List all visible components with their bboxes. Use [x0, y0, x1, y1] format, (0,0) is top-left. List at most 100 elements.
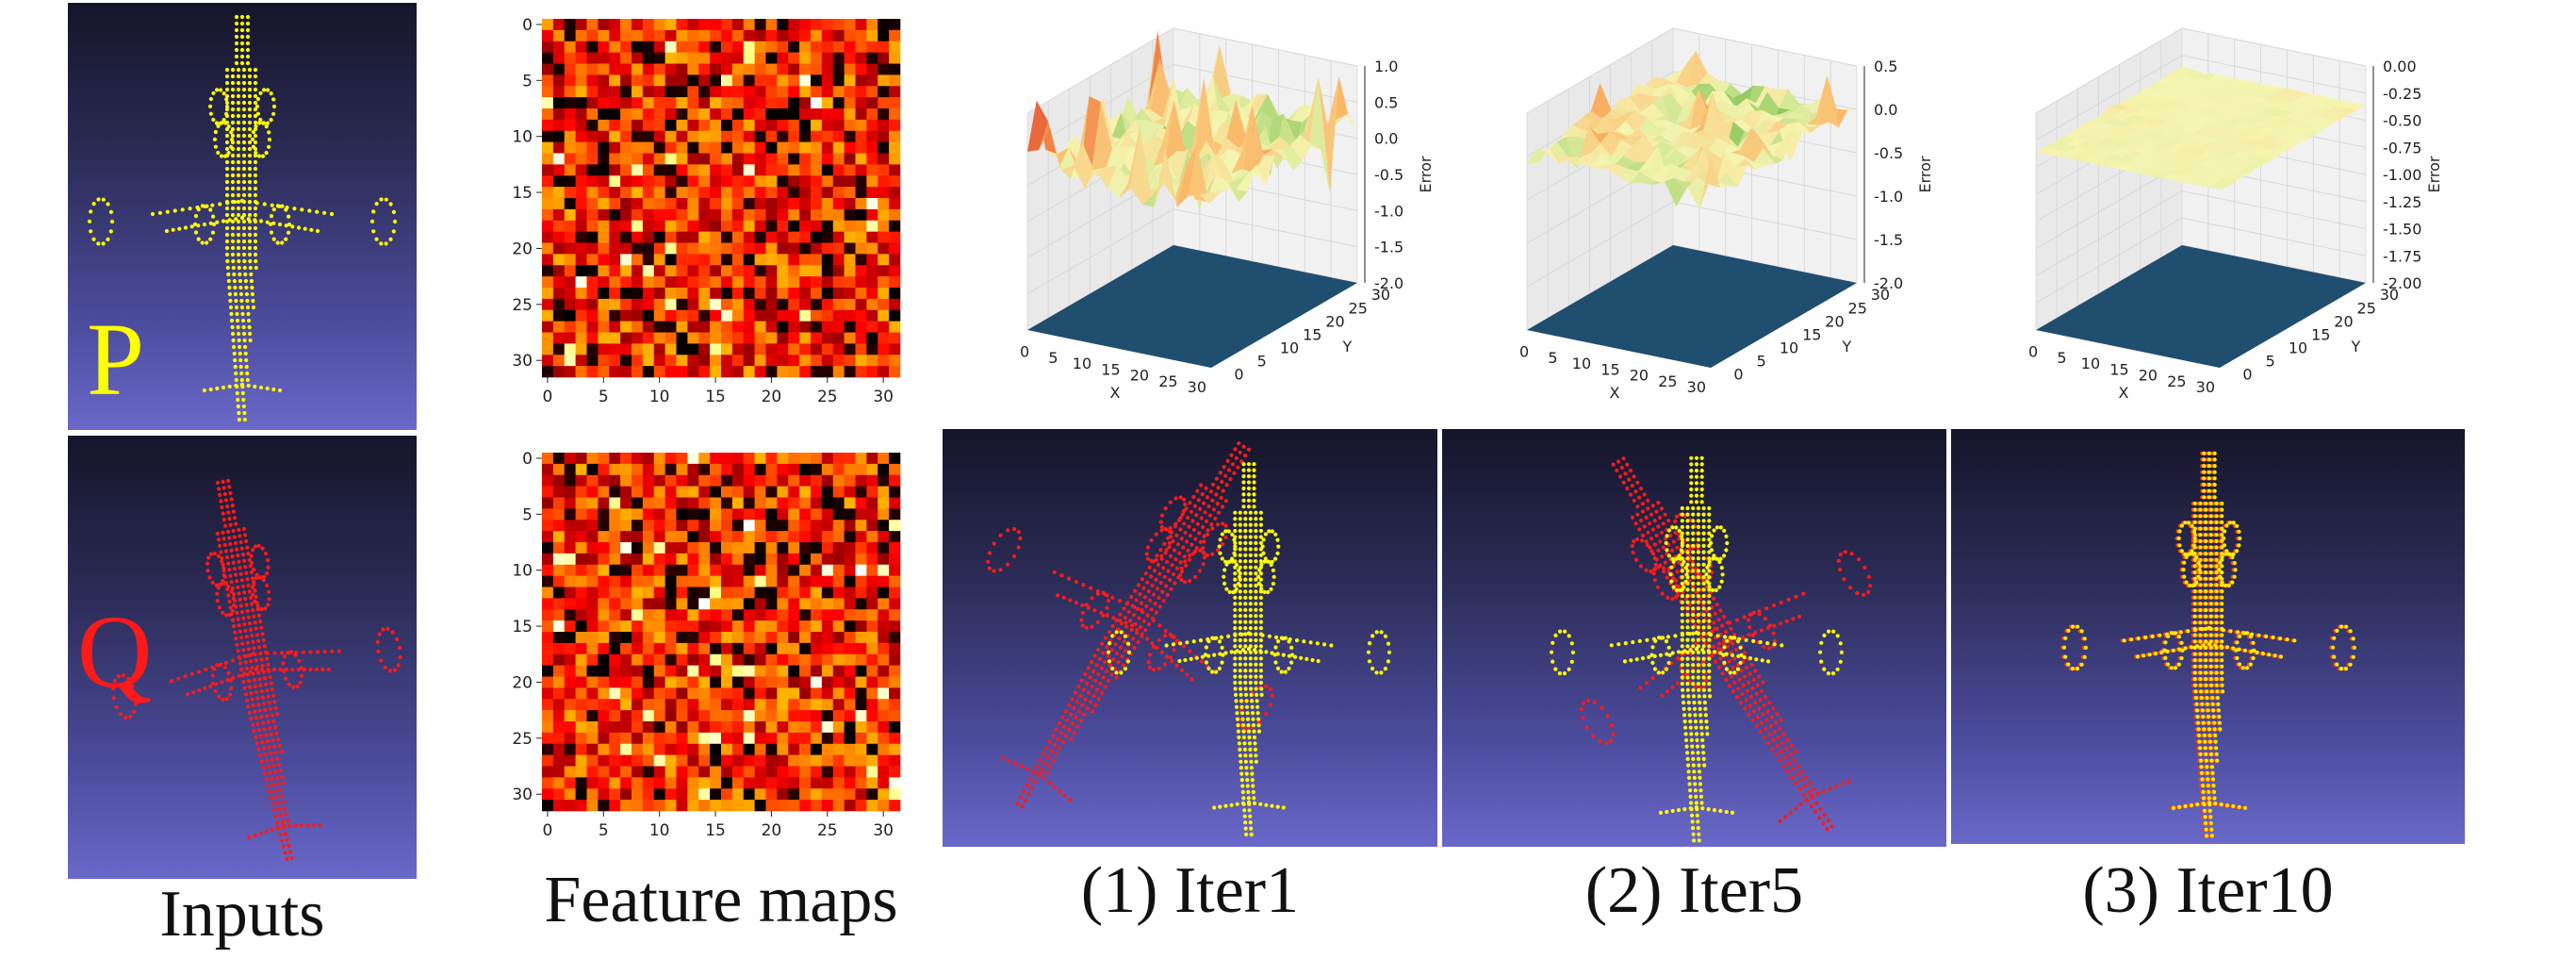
heatmap-cell	[665, 164, 677, 176]
surface-patch	[1263, 149, 1285, 158]
cloud-point	[270, 757, 275, 762]
heatmap-cell	[542, 531, 554, 543]
heatmap-cell	[632, 721, 644, 734]
heatmap-cell	[620, 676, 632, 688]
cloud-point	[1068, 598, 1073, 603]
heatmap-cell	[855, 676, 867, 688]
cloud-point	[1248, 517, 1253, 521]
heatmap-cell	[765, 587, 778, 599]
surface-patch	[2205, 102, 2226, 110]
heatmap-cell	[721, 231, 733, 243]
heatmap-cell	[575, 220, 587, 232]
cloud-point	[239, 298, 244, 304]
cloud-point	[193, 214, 199, 219]
cloud-point	[1256, 729, 1262, 734]
heatmap-cell	[698, 531, 711, 543]
heatmap-cell	[855, 164, 867, 176]
heatmap-cell	[788, 721, 800, 734]
heatmap-tick-label: 25	[512, 730, 533, 749]
cloud-point	[228, 522, 233, 527]
heatmap-cell	[731, 800, 745, 812]
cloud-point	[1239, 704, 1244, 709]
heatmap-cell	[632, 130, 644, 142]
heatmap-cell	[866, 208, 878, 222]
heatmap-cell	[788, 575, 800, 587]
heatmap-cell	[653, 699, 665, 711]
heatmap-cell	[799, 108, 812, 121]
surface-patch	[2166, 116, 2188, 124]
cloud-point	[1244, 832, 1249, 837]
surface-patch	[1130, 125, 1152, 205]
cloud-point	[1238, 747, 1242, 752]
cloud-point	[230, 93, 236, 99]
cloud-point	[231, 265, 236, 271]
cloud-point	[1255, 711, 1260, 716]
surface-patch	[2161, 137, 2183, 146]
surface-patch	[1141, 181, 1163, 207]
heatmap-cell	[575, 97, 587, 109]
surface-patch	[2345, 103, 2366, 110]
surface-patch	[1726, 165, 1747, 187]
heatmap-cell	[687, 788, 699, 801]
surface-patch	[2134, 117, 2156, 124]
heatmap-cell	[721, 153, 733, 165]
heatmap-cell	[687, 108, 699, 121]
cloud-point	[1258, 644, 1263, 649]
heatmap-cell	[754, 343, 766, 355]
heatmap-cell	[653, 766, 665, 778]
cloud-point	[1166, 569, 1171, 573]
heatmap-cell	[866, 242, 878, 255]
cloud-point	[241, 159, 247, 165]
cloud-point	[286, 230, 291, 235]
cloud-point	[1256, 717, 1261, 721]
heatmap-cell	[575, 732, 587, 745]
heatmap-cell	[598, 497, 610, 509]
surface-patch	[1261, 148, 1282, 152]
cloud-point	[1172, 648, 1176, 653]
cloud-point	[1233, 583, 1238, 588]
heatmap-cell	[788, 777, 800, 789]
cloud-point	[1248, 680, 1253, 686]
heatmap-cell	[821, 777, 834, 789]
heatmap-cell	[575, 52, 587, 64]
heatmap-cell	[575, 508, 587, 521]
cloud-point	[277, 743, 282, 748]
cloud-point	[1174, 533, 1179, 537]
cloud-point	[265, 570, 270, 575]
heatmap-cell	[821, 575, 834, 587]
surface-patch	[2223, 127, 2245, 136]
heatmap-cell	[564, 463, 576, 476]
heatmap-cell	[844, 620, 856, 633]
cloud-point	[270, 687, 274, 692]
heatmap-cell	[676, 208, 688, 222]
heatmap-cell	[799, 777, 812, 789]
heatmap-cell	[821, 298, 834, 311]
heatmap-cell	[721, 453, 733, 465]
heatmap-cell	[676, 343, 688, 355]
surface-patch	[2253, 119, 2274, 127]
heatmap-cell	[598, 453, 610, 465]
heatmap-cell	[821, 288, 834, 300]
heatmap-cell	[542, 108, 554, 121]
heatmap-cell	[598, 254, 610, 266]
heatmap-cell	[665, 463, 677, 476]
heatmap-cell	[889, 298, 901, 311]
heatmap-cell	[731, 108, 745, 121]
cloud-point	[1202, 555, 1206, 560]
cloud-point	[235, 547, 239, 552]
heatmap-cell	[564, 220, 576, 232]
cloud-point	[241, 93, 247, 99]
heatmap-cell	[552, 208, 566, 222]
surface-patch	[2173, 139, 2194, 146]
heatmap-cell	[642, 721, 655, 734]
heatmap-cell	[676, 175, 688, 188]
heatmap-cell	[731, 220, 745, 232]
heatmap-cell	[743, 355, 755, 367]
cloud-point	[1203, 510, 1207, 515]
heatmap-cell	[832, 254, 845, 266]
heatmap-cell	[632, 732, 644, 745]
heatmap-cell	[552, 800, 566, 812]
cloud-point	[1243, 759, 1248, 764]
cloud-point	[1162, 662, 1168, 667]
